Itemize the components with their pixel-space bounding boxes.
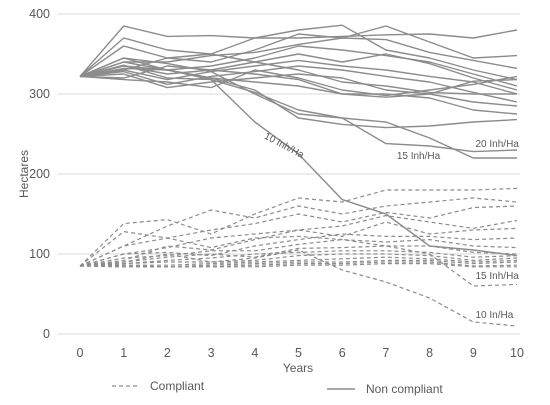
x-tick-label: 8: [426, 346, 433, 360]
compliant-series-line-1: [79, 187, 518, 267]
y-axis-title: Hectares: [17, 150, 31, 198]
x-tick-label: 9: [470, 346, 477, 360]
compliant-series-line-11: [79, 256, 518, 267]
non-compliant-series-line-15: [79, 57, 518, 153]
non-compliant-series-line-16: [79, 64, 517, 159]
compliant-series-line-15: [79, 235, 518, 287]
non-compliant-series-line-2: [79, 24, 518, 81]
y-tick-label: 100: [29, 247, 50, 261]
y-tick-label: 200: [29, 167, 50, 181]
compliant-series-line-8: [79, 245, 518, 267]
y-axis-ticks: 0 100 200 300 400: [29, 7, 50, 341]
legend-label-compliant: Compliant: [150, 379, 205, 393]
non-compliant-series-line-8: [79, 65, 518, 103]
x-axis-title: Years: [283, 361, 313, 375]
x-tick-label: 6: [339, 346, 346, 360]
annotation-label: 15 Inh/Ha: [475, 271, 519, 282]
non-compliant-series-line-6: [79, 53, 518, 91]
compliant-series-line-16: [79, 249, 518, 327]
non-compliant-series-line-11: [79, 65, 518, 115]
x-axis-ticks: 0 1 2 3 4 5 6 7 8 9 10: [77, 346, 524, 360]
non-compliant-series-line-7: [79, 59, 518, 95]
chart-annotations: 10 Inh/Ha 20 Inh/Ha 15 Inh/Ha 15 Inh/Ha 10 I…: [262, 131, 519, 321]
compliant-series-line-3: [79, 205, 518, 267]
y-tick-label: 300: [29, 87, 50, 101]
compliant-series-line-10: [79, 253, 518, 267]
annotation-label: 10 Inh/Ha: [262, 131, 306, 161]
x-tick-label: 3: [208, 346, 215, 360]
chart-series: [79, 24, 518, 327]
legend-label-non-compliant: Non compliant: [366, 382, 443, 396]
compliant-series-line-5: [79, 221, 518, 267]
annotation-label: 15 Inh/Ha: [397, 151, 441, 162]
non-compliant-series-line-10: [79, 69, 518, 97]
legend: Compliant Non compliant: [112, 379, 443, 396]
x-tick-label: 10: [510, 346, 524, 360]
annotation-label: 20 Inh/Ha: [475, 139, 519, 150]
compliant-series-line-2: [79, 197, 518, 267]
x-tick-label: 0: [77, 346, 84, 360]
x-tick-label: 2: [164, 346, 171, 360]
non-compliant-series-line-17: [79, 67, 518, 257]
non-compliant-series-line-1: [79, 25, 518, 77]
compliant-series-line-14: [79, 263, 517, 268]
y-tick-label: 0: [43, 327, 50, 341]
compliant-series-line-9: [79, 250, 518, 267]
x-tick-label: 1: [120, 346, 127, 360]
non-compliant-series-line-5: [79, 45, 518, 87]
x-tick-label: 7: [382, 346, 389, 360]
x-tick-label: 4: [251, 346, 258, 360]
annotation-label: 10 In/Ha: [475, 310, 513, 321]
non-compliant-series-line-9: [79, 73, 518, 107]
x-tick-label: 5: [295, 346, 302, 360]
non-compliant-series-line-3: [79, 25, 518, 77]
y-tick-label: 400: [29, 7, 50, 21]
non-compliant-series-line-14: [79, 65, 518, 129]
compliant-series-line-6: [79, 233, 518, 267]
non-compliant-series-line-13: [79, 61, 518, 98]
